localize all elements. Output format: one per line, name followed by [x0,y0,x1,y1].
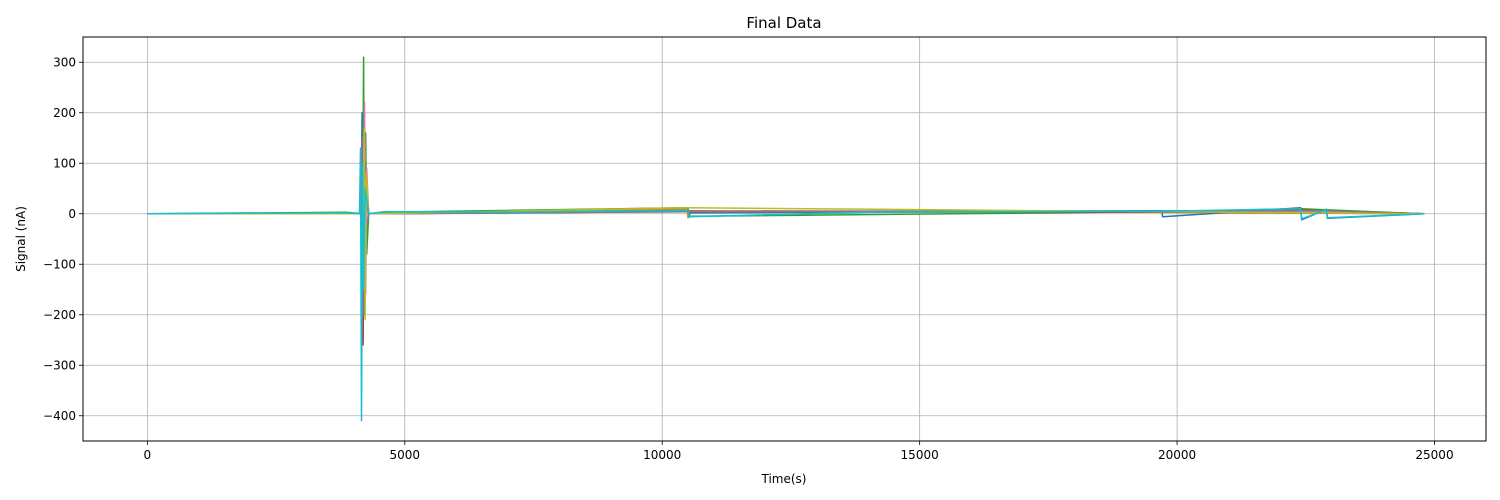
series-group [147,56,1425,422]
x-tick-label: 25000 [1415,448,1453,462]
y-tick-label: 100 [53,156,76,170]
series-line-10 [147,147,1425,422]
plot-background [83,37,1486,441]
x-tick-label: 15000 [901,448,939,462]
x-tick-label: 20000 [1158,448,1196,462]
y-tick-label: −400 [43,409,76,423]
x-axis: 0 5000 10000 15000 20000 25000 [144,441,1454,462]
y-tick-label: −100 [43,257,76,271]
y-tick-label: 200 [53,106,76,120]
y-axis: −400 −300 −200 −100 0 100 200 300 [43,55,83,423]
y-axis-label: Signal (nA) [14,206,28,272]
y-tick-label: 300 [53,55,76,69]
chart-title: Final Data [746,14,821,32]
x-tick-label: 10000 [643,448,681,462]
y-tick-label: −300 [43,358,76,372]
y-tick-label: −200 [43,308,76,322]
plot-frame [82,36,1487,442]
x-axis-label: Time(s) [761,472,807,486]
y-tick-label: 0 [68,207,76,221]
x-tick-label: 5000 [390,448,421,462]
x-tick-label: 0 [144,448,152,462]
